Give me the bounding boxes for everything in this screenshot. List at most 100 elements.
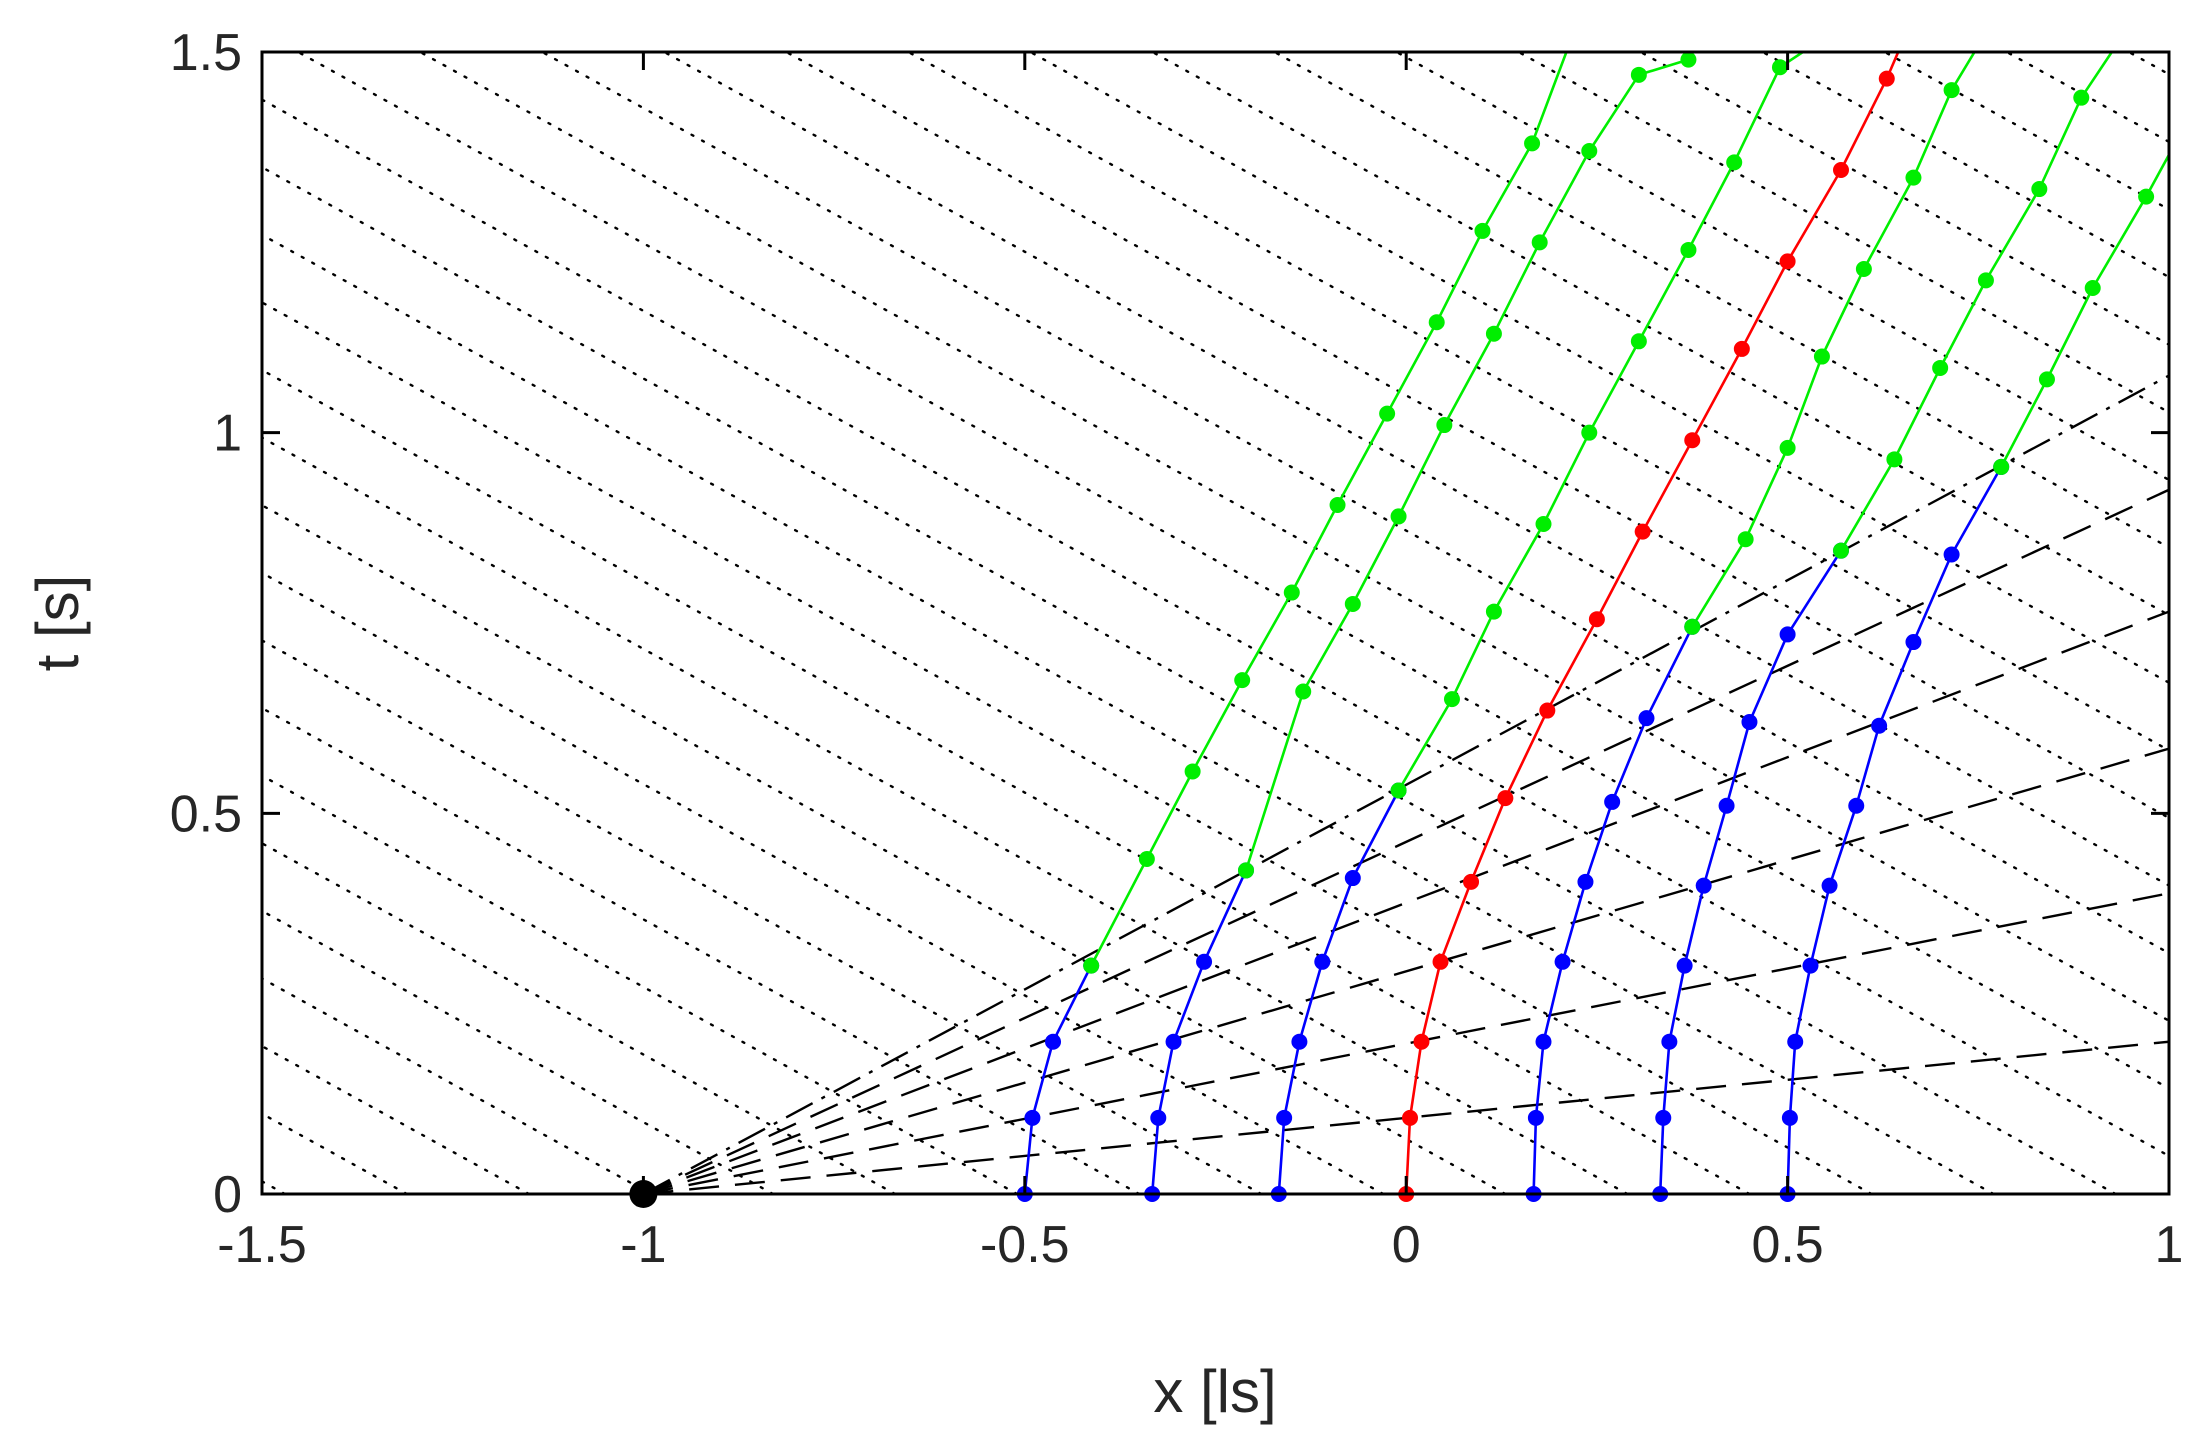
dotted-line <box>262 571 1385 1194</box>
green-point <box>1630 66 1647 83</box>
dotted-line <box>296 52 2169 1090</box>
y-tick-label: 1.5 <box>170 24 242 82</box>
x-axis-label: x [ls] <box>1153 1358 1276 1425</box>
dotted-line <box>262 368 1751 1194</box>
dashed-ray <box>643 747 2169 1194</box>
green-point <box>1581 424 1598 441</box>
blue-point <box>1276 1109 1293 1126</box>
red-point <box>1634 523 1651 540</box>
green-point <box>1684 618 1701 635</box>
blue-point <box>1344 870 1361 887</box>
blue-point <box>1779 626 1796 643</box>
dotted-line <box>540 52 2169 955</box>
green-point <box>1234 672 1251 689</box>
dashed-ray <box>643 892 2169 1194</box>
blue-worldline <box>1023 965 1093 1194</box>
blue-point <box>1554 953 1571 970</box>
green-point <box>1295 683 1312 700</box>
blue-point <box>1695 877 1712 894</box>
blue-point <box>1821 877 1838 894</box>
red-point <box>1878 70 1895 87</box>
dashed-rays-layer <box>642 374 2169 1194</box>
green-point <box>2073 89 2090 106</box>
x-tick-label: 1 <box>2155 1216 2184 1274</box>
x-tick-label: -1 <box>620 1216 666 1274</box>
dotted-line <box>262 301 1873 1194</box>
blue-point <box>1871 717 1888 734</box>
green-point <box>1138 851 1155 868</box>
green-point <box>1932 359 1949 376</box>
blue-point <box>1802 957 1819 974</box>
green-point <box>1813 348 1830 365</box>
green-point <box>1855 260 1872 277</box>
green-point <box>1531 234 1548 251</box>
blue-point <box>1781 1109 1798 1126</box>
blue-point <box>1024 1109 1041 1126</box>
red-point <box>1733 340 1750 357</box>
red-point <box>1463 873 1480 890</box>
green-point <box>1485 603 1502 620</box>
blue-point <box>1787 1033 1804 1050</box>
green-point <box>1737 531 1754 548</box>
dashdot-ray <box>642 374 2169 1194</box>
blue-point <box>1604 793 1621 810</box>
green-point <box>2038 371 2055 388</box>
ticks-layer: -1.5 -1 -0.5 0 0.5 1 0 0.5 1 1.5 <box>170 24 2184 1274</box>
red-point <box>1779 253 1796 270</box>
blue-point <box>1741 713 1758 730</box>
green-point <box>1535 516 1552 533</box>
x-tick-label: -0.5 <box>980 1216 1070 1274</box>
x-tick-label: 0 <box>1392 1216 1421 1274</box>
x-tick-label: -1.5 <box>217 1216 307 1274</box>
blue-point <box>1150 1109 1167 1126</box>
dashed-ray <box>643 1040 2169 1194</box>
green-point <box>1993 458 2010 475</box>
green-point <box>1283 584 1300 601</box>
green-point <box>1436 417 1453 434</box>
green-point <box>1680 51 1697 68</box>
dotted-line <box>785 52 2169 820</box>
green-point <box>1832 542 1849 559</box>
green-point <box>2084 280 2101 297</box>
green-point <box>1390 508 1407 525</box>
green-point <box>1581 142 1598 159</box>
green-point <box>1977 272 1994 289</box>
green-point <box>1905 169 1922 186</box>
green-point <box>1344 595 1361 612</box>
blue-point <box>1535 1033 1552 1050</box>
blue-point <box>1718 797 1735 814</box>
green-point <box>1630 333 1647 350</box>
green-point <box>1379 405 1396 422</box>
red-point <box>1539 702 1556 719</box>
blue-point <box>1676 957 1693 974</box>
green-worldline <box>1244 58 1689 871</box>
green-point <box>2031 181 2048 198</box>
red-point <box>1402 1109 1419 1126</box>
x-tick-label: 0.5 <box>1751 1216 1823 1274</box>
red-point <box>1832 162 1849 179</box>
red-point <box>1432 953 1449 970</box>
blue-point <box>1943 546 1960 563</box>
green-point <box>1726 154 1743 171</box>
dotted-line <box>907 52 2169 752</box>
green-point <box>1680 241 1697 258</box>
green-point <box>2138 188 2155 205</box>
blue-point <box>1165 1033 1182 1050</box>
dotted-line <box>262 503 1507 1194</box>
green-point <box>1779 439 1796 456</box>
green-point <box>1238 862 1255 879</box>
red-point <box>1413 1033 1430 1050</box>
green-point <box>1943 82 1960 99</box>
dotted-line <box>262 233 1995 1194</box>
blue-point <box>1527 1109 1544 1126</box>
green-point <box>1474 222 1491 239</box>
red-point <box>1588 611 1605 628</box>
blue-point <box>1196 953 1213 970</box>
green-point <box>1184 763 1201 780</box>
blue-point <box>1045 1033 1062 1050</box>
dotted-line <box>1029 52 2169 685</box>
green-point <box>1771 59 1788 76</box>
red-point <box>1684 432 1701 449</box>
y-tick-label: 1 <box>213 405 242 463</box>
